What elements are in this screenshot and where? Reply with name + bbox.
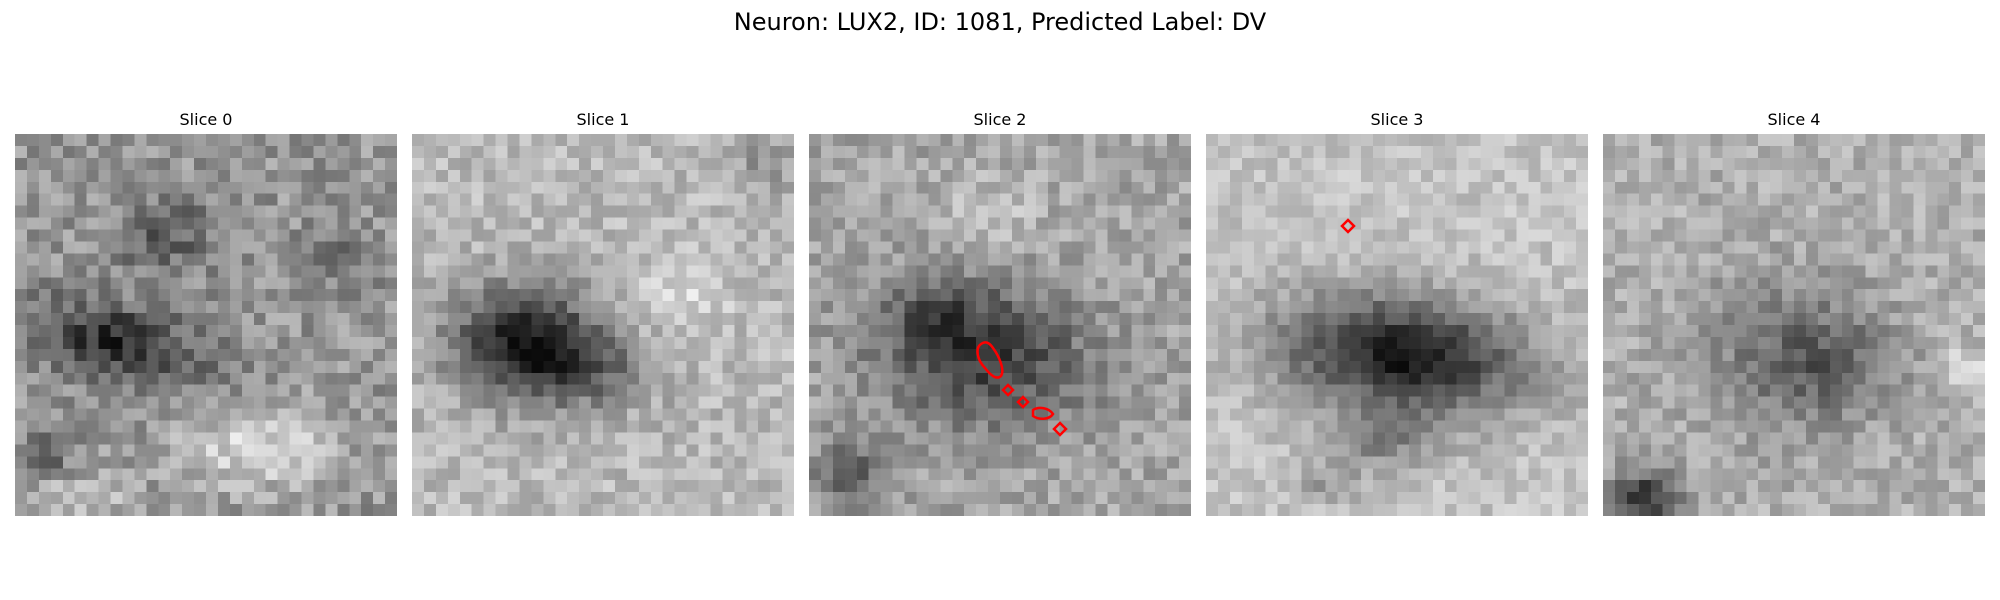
contour-outline <box>976 341 1004 379</box>
slice-title-2: Slice 2 <box>973 110 1027 129</box>
slice-title-1: Slice 1 <box>576 110 630 129</box>
slice-image-4 <box>1603 134 1985 516</box>
contour-outline <box>1340 218 1356 234</box>
figure-title: Neuron: LUX2, ID: 1081, Predicted Label:… <box>733 8 1267 36</box>
contour-outline <box>1052 421 1068 437</box>
slice-image-1 <box>412 134 794 516</box>
contour-outline <box>1016 395 1030 409</box>
slice-image-0 <box>15 134 397 516</box>
slice-image-2 <box>809 134 1191 516</box>
contour-overlay-3 <box>1340 218 1356 234</box>
contour-overlay-2 <box>976 341 1068 437</box>
contour-outline <box>1001 383 1015 397</box>
slice-title-4: Slice 4 <box>1767 110 1821 129</box>
slice-title-0: Slice 0 <box>179 110 233 129</box>
slice-image-3 <box>1206 134 1588 516</box>
slice-title-3: Slice 3 <box>1370 110 1424 129</box>
contour-outline <box>1031 406 1055 420</box>
